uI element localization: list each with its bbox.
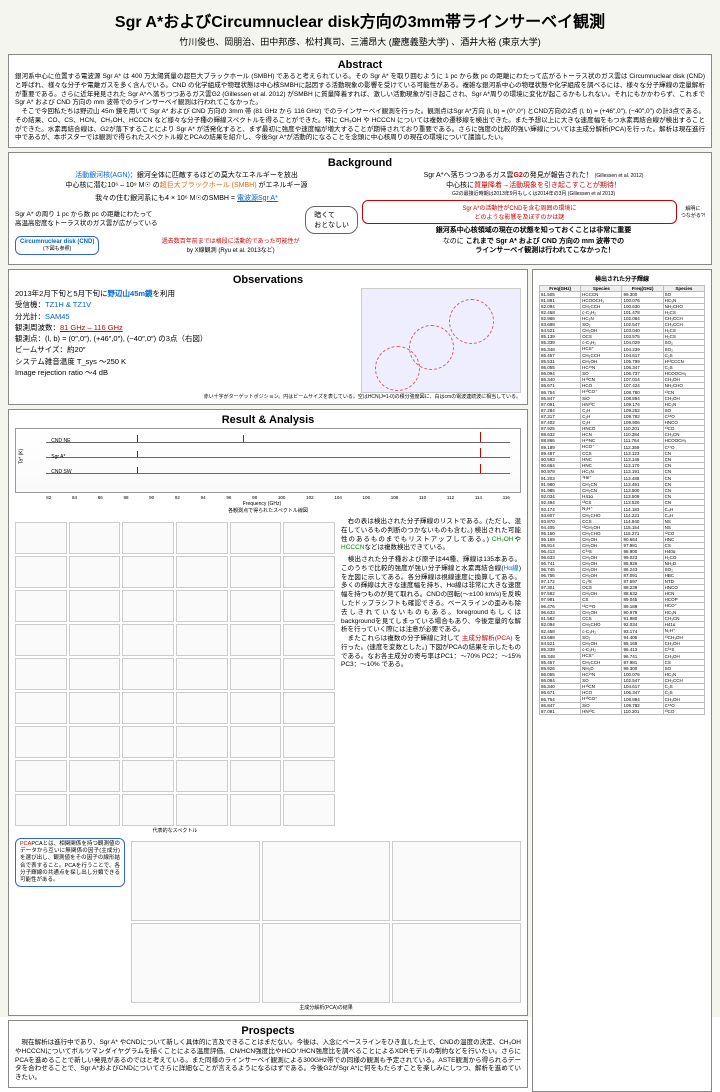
detected-table: Freq(GHz)SpeciesFreq(GHz)Species 81.505H… <box>539 285 705 715</box>
bubble: 暗くて おとなしい <box>305 206 358 234</box>
analysis-text-1: 右の表は検出された分子輝線のリストである。(ただし、混在しているもの判断のつかな… <box>341 518 521 553</box>
prospects-section: Prospects 現在解析は進行中であり、Sgr A* やCNDについて新しく… <box>8 1020 528 1088</box>
analysis-text-2: 検出された分子種および原子は44種、輝線は135本ある。このうちで比較的強度が強… <box>341 556 521 670</box>
spec-caption: 各観測点で得られたスペクトル線図 <box>15 507 521 514</box>
result-section: Result & Analysis Ta* (K) CND NE Sgr A* … <box>8 409 528 1016</box>
detected-header: 検出された分子輝線 <box>539 274 705 283</box>
cnd-box: Circumnuclear disk (CND) (下図も参照) <box>15 236 99 255</box>
detected-section: 検出された分子輝線 Freq(GHz)SpeciesFreq(GHz)Speci… <box>532 269 712 1092</box>
result-header: Result & Analysis <box>15 414 521 426</box>
agn-label: 活動銀河核(AGN) <box>75 172 130 179</box>
representative-grid <box>15 522 335 826</box>
prospects-header: Prospects <box>15 1025 521 1037</box>
pca-grid <box>131 841 521 1003</box>
title-area: Sgr A*およびCircumnuclear disk方向の3mm帯ラインサーベ… <box>8 8 712 48</box>
background-header: Background <box>15 157 705 169</box>
background-section: Background 活動銀河核(AGN)：銀河全体に匹敵するほどの莫大なエネル… <box>8 152 712 265</box>
observations-header: Observations <box>15 274 521 286</box>
obs-caption: 赤い十字がターゲットポジション。円はビームサイズを表している。空はHCN(J=1… <box>15 393 521 400</box>
abstract-header: Abstract <box>15 59 705 71</box>
prospects-text: 現在解析は進行中であり、Sgr A* やCNDについて新しく具体的に言及できるこ… <box>15 1039 521 1083</box>
background-left: 活動銀河核(AGN)：銀河全体に匹敵するほどの莫大なエネルギーを放出 中心核に潜… <box>15 171 358 256</box>
authors: 竹川俊也、岡朋治、田中邦彦、松村真司、三浦昂大 (慶應義塾大学) 、酒井大裕 (… <box>8 35 712 48</box>
abstract-text: 銀河系中心に位置する電波源 Sgr A* は 400 万太陽質量の超巨大ブラック… <box>15 73 705 143</box>
mystery-box: Sgr A*の活動性がCNDを含む周囲の環境に どのような影響を及ぼすのかは謎 <box>362 200 677 224</box>
background-right: Sgr A*へ落ちつつあるガス雲G2の発見が報告された！ (Gillessen … <box>362 171 705 256</box>
sgr-label: 電波源Sgr A* <box>237 195 278 202</box>
pca-explain-box: PCAPCAとは、相関関係を持つ観測値のデータから互いに無関係の因子(主成分)を… <box>15 838 125 887</box>
abstract-section: Abstract 銀河系中心に位置する電波源 Sgr A* は 400 万太陽質… <box>8 54 712 148</box>
page-title: Sgr A*およびCircumnuclear disk方向の3mm帯ラインサーベ… <box>8 8 712 32</box>
full-spectrum-plot: Ta* (K) CND NE Sgr A* CND SW 82848688909… <box>15 428 521 493</box>
observation-map <box>361 288 521 393</box>
smbh-label: 超巨大ブラックホール (SMBH) <box>160 182 257 189</box>
observations-section: Observations 2013年2月下旬と5月下旬に野辺山45m鏡を利用 受… <box>8 269 528 405</box>
